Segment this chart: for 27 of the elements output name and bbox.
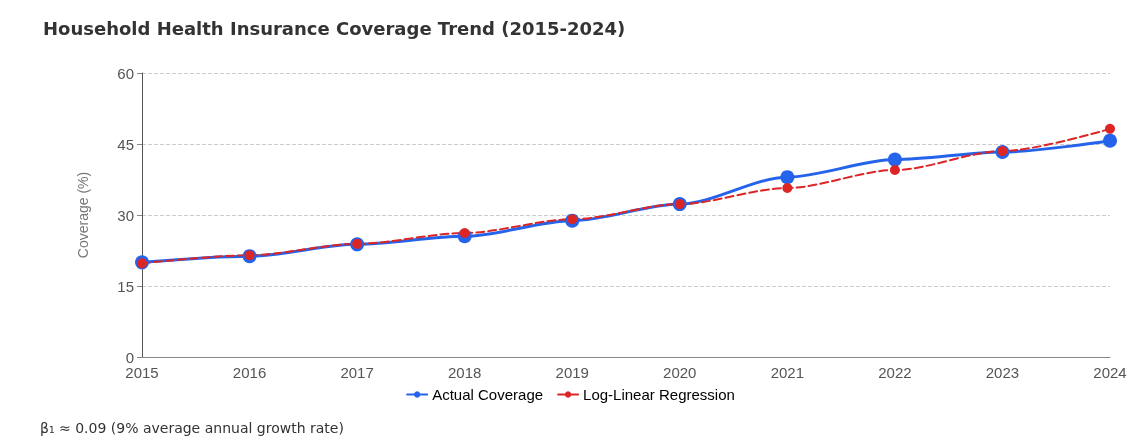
point [782,183,793,194]
legend-label: Log-Linear Regression [583,386,735,403]
x-tick-label: 2019 [555,364,589,381]
point [889,165,900,176]
x-tick-label: 2020 [663,364,697,381]
x-tick-label: 2023 [985,364,1020,381]
x-tick-label: 2021 [770,364,805,381]
x-tick-label: 2016 [232,364,267,381]
x-tick-label: 2015 [125,364,159,381]
point [459,227,470,238]
point [1103,133,1117,148]
text: β₁ ≈ 0.09 (9% average annual growth rate) [40,420,344,436]
x-tick-label: 2022 [878,364,912,381]
x-tick-label: 2018 [447,364,482,381]
point [1105,123,1115,134]
y-tick-label: 60 [117,64,134,82]
y-tick-label: 0 [125,348,134,366]
x-tick-label: 2024 [1093,364,1127,381]
chart-title: Household Health Insurance Coverage Trend (2015-2024) [43,17,626,39]
legend-label: Actual Coverage [432,386,544,403]
x-tick-label: 2017 [340,364,374,381]
point [780,170,795,185]
y-tick-label: 45 [117,135,134,153]
y-tick-label: 30 [117,206,134,224]
y-axis-title: Coverage (%) [75,171,91,259]
point [887,152,902,167]
y-tick-label: 15 [117,277,134,295]
